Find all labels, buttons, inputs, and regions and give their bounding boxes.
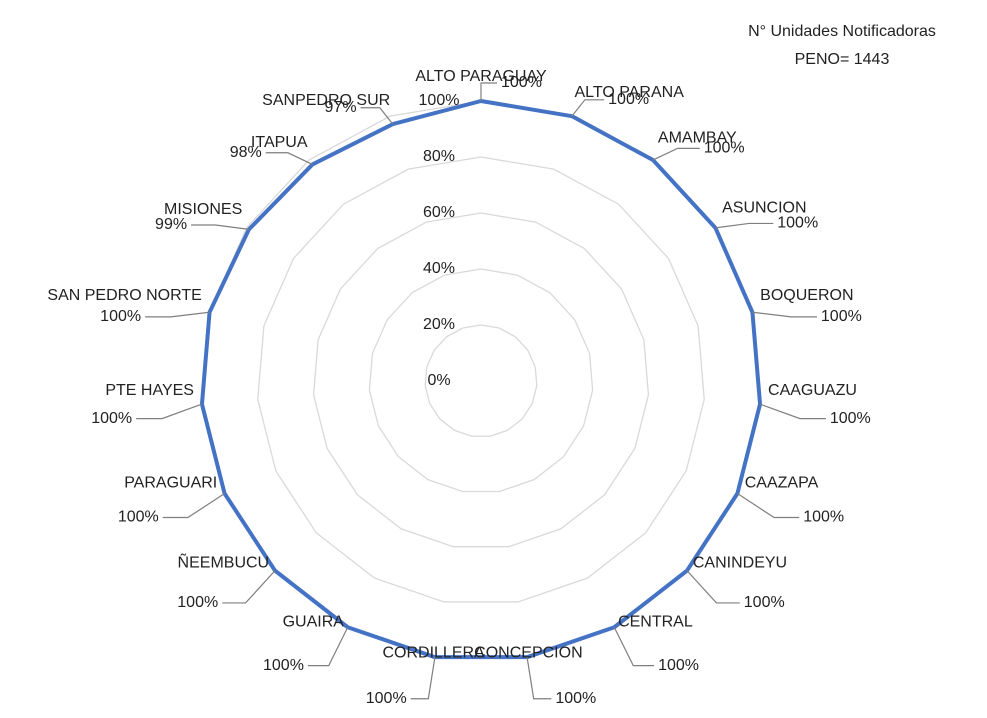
r-tick-label: 80%: [423, 148, 455, 165]
category-label: ALTO PARANA: [575, 84, 685, 101]
leader-line: [136, 403, 203, 420]
leader-line: [571, 99, 605, 117]
grid-ring: [312, 212, 650, 548]
leader-line: [480, 82, 497, 101]
value-label: 100%: [803, 509, 844, 526]
leader-line: [222, 570, 276, 604]
category-label: PARAGUARI: [124, 475, 217, 492]
leader-line: [652, 147, 700, 161]
category-label: GUAIRA: [283, 613, 345, 630]
value-label: 100%: [821, 308, 862, 325]
leader-line: [526, 657, 552, 700]
leader-line: [759, 403, 826, 420]
value-label: 100%: [100, 308, 141, 325]
value-label: 100%: [501, 74, 542, 91]
value-label: 100%: [830, 410, 871, 427]
chart-title: N° Unidades Notificadoras: [748, 23, 936, 40]
value-label: 100%: [118, 509, 159, 526]
category-label: CANINDEYU: [693, 555, 787, 572]
leader-line: [265, 152, 313, 166]
category-label: CAAZAPA: [745, 475, 819, 492]
category-label: SANPEDRO SUR: [262, 92, 390, 109]
radar-line: [199, 99, 763, 660]
value-label: 100%: [366, 690, 407, 707]
value-label: 100%: [91, 410, 132, 427]
category-label: CORDILLERA: [382, 644, 485, 661]
category-label: CAAGUAZU: [768, 382, 857, 399]
grid-ring: [257, 156, 705, 603]
leader-line: [752, 311, 817, 318]
category-label: SAN PEDRO NORTE: [47, 287, 201, 304]
leader-line: [145, 311, 210, 318]
grid-ring: [368, 268, 594, 493]
leader-line: [686, 570, 740, 604]
value-label: 100%: [744, 594, 785, 611]
category-label: CONCEPCION: [474, 644, 582, 661]
r-tick-label: 100%: [419, 92, 460, 109]
r-tick-label: 40%: [423, 260, 455, 277]
category-label: ALTO PARAGUAY: [415, 68, 547, 85]
category-label: ASUNCION: [722, 200, 806, 217]
leader-line: [410, 657, 436, 700]
r-tick-label: 60%: [423, 204, 455, 221]
value-label: 98%: [230, 144, 262, 161]
leader-line: [162, 492, 225, 519]
value-label: 100%: [555, 690, 596, 707]
grid-ring: [424, 324, 538, 437]
category-label: BOQUERON: [760, 287, 853, 304]
r-tick-label: 0%: [427, 372, 450, 389]
value-label: 100%: [263, 657, 304, 674]
value-label: 97%: [325, 99, 357, 116]
value-label: 100%: [777, 215, 818, 232]
leader-line: [307, 626, 349, 667]
category-label: ITAPUA: [251, 134, 308, 151]
value-label: 99%: [155, 216, 187, 233]
leader-line: [737, 492, 800, 519]
category-label: MISIONES: [164, 201, 242, 218]
leader-line: [191, 224, 250, 230]
value-label: 100%: [608, 91, 649, 108]
leader-line: [360, 107, 394, 125]
category-label: AMAMBAY: [658, 129, 737, 146]
chart-subtitle: PENO= 1443: [795, 51, 890, 68]
category-label: ÑEEMBUCU: [178, 552, 270, 572]
leader-line: [613, 626, 655, 667]
value-label: 100%: [704, 140, 745, 157]
category-label: CENTRAL: [618, 613, 693, 630]
value-label: 100%: [177, 594, 218, 611]
value-label: 100%: [658, 657, 699, 674]
category-label: PTE HAYES: [105, 382, 194, 399]
r-tick-label: 20%: [423, 316, 455, 333]
leader-line: [715, 222, 774, 229]
